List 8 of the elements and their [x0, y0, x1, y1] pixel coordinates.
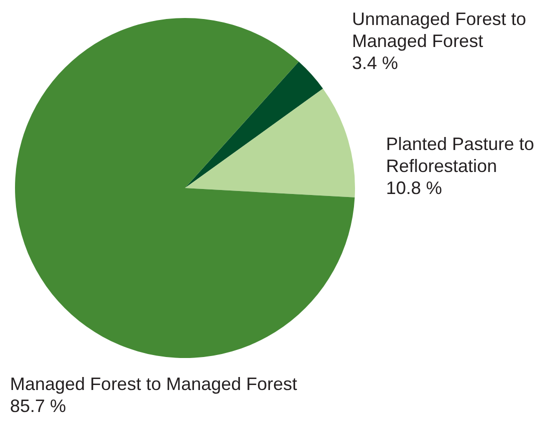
pie-slice — [185, 62, 323, 188]
slice-label: Unmanaged Forest to Managed Forest — [352, 9, 526, 51]
data-label: 10.8 % — [386, 178, 442, 198]
slice-label: Managed Forest to Managed Forest — [10, 374, 298, 394]
slice-label: Planted Pasture to Reflorestation — [386, 134, 534, 176]
data-label: 3.4 % — [352, 53, 398, 73]
pie-slice — [185, 88, 355, 198]
data-label: 85.7 % — [10, 396, 66, 416]
